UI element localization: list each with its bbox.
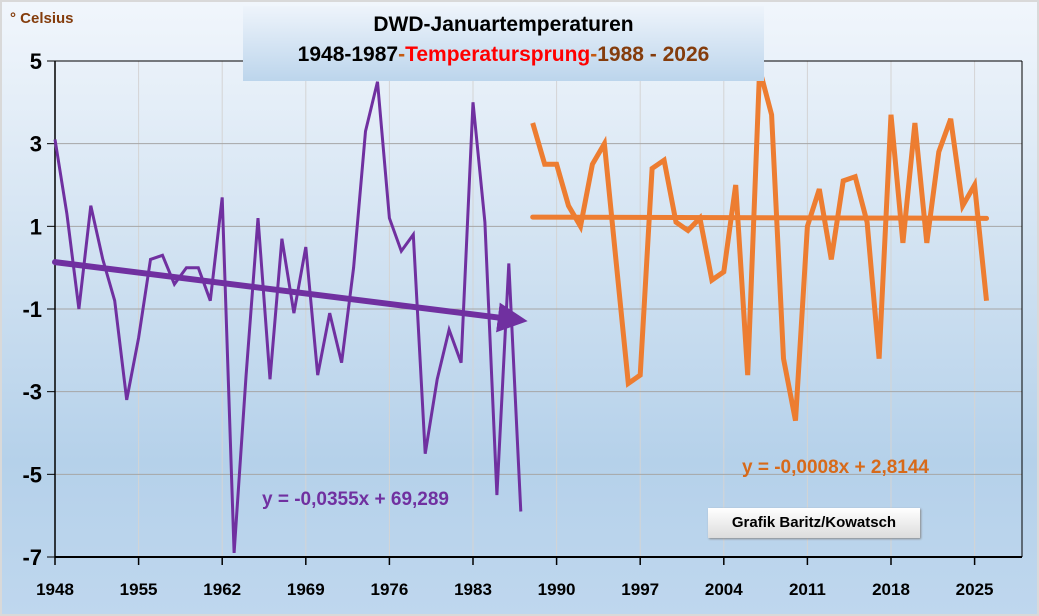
x-tick-label: 1955 [120,580,158,599]
y-tick-label: 1 [30,214,42,239]
x-tick-label: 2011 [789,580,826,599]
trend-equation-1988-2026: y = -0,0008x + 2,8144 [742,457,929,478]
subtitle-period-2: 1988 - 2026 [597,43,710,66]
x-tick-label: 1990 [538,580,576,599]
x-tick-label: 1948 [36,580,74,599]
x-tick-label: 1983 [454,580,492,599]
y-tick-label: 3 [30,132,42,157]
x-tick-label: 1962 [203,580,241,599]
y-tick-label: -7 [22,545,42,570]
series-line-1948-1987 [53,81,523,554]
subtitle-dash-1: - [398,43,406,66]
x-tick-label: 2025 [956,580,994,599]
subtitle-dash-2: - [590,43,598,66]
series-line-1988-2026 [530,68,989,422]
trend-line-1948-1987 [52,259,528,333]
x-tick-label: 1997 [621,580,659,599]
title-box: DWD-Januartemperaturen 1948-1987-Tempera… [243,6,764,81]
subtitle-period-1: 1948-1987 [297,43,399,66]
chart-subtitle: 1948-1987-Temperatursprung-1988 - 2026 [243,38,764,72]
y-tick-label: -5 [22,462,42,487]
x-tick-label: 2004 [705,580,743,599]
chart-title: DWD-Januartemperaturen [373,13,634,36]
y-tick-label: -1 [22,297,42,322]
y-axis-unit-label: ° Celsius [10,10,74,27]
y-tick-label: 5 [30,49,42,74]
x-tick-label: 2018 [872,580,910,599]
y-tick-label: -3 [22,380,42,405]
x-tick-label: 1976 [370,580,408,599]
trend-equation-1948-1987: y = -0,0355x + 69,289 [262,489,449,510]
credit-label: Grafik Baritz/Kowatsch [708,508,920,538]
trend-line-1988-2026 [530,214,990,221]
subtitle-jump: Temperatursprung [405,43,591,66]
x-tick-label: 1969 [287,580,325,599]
